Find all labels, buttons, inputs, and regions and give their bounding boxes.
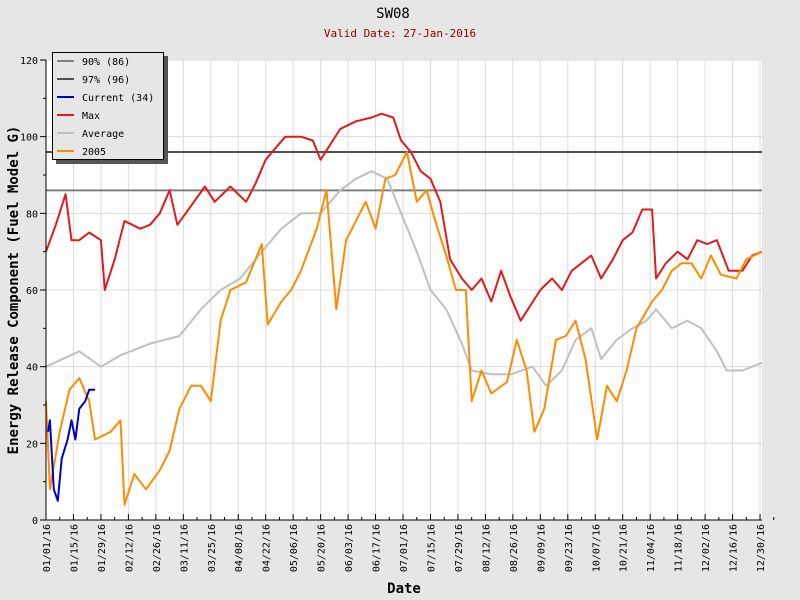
- x-tick-label: 09/23/16: [564, 524, 575, 572]
- y-tick-label: 120: [20, 56, 38, 67]
- y-tick-label: 40: [26, 363, 38, 374]
- x-tick-label: 08/26/16: [509, 524, 520, 572]
- y-tick-label: 20: [26, 439, 38, 450]
- axes: 0 20 40 60 80 100 120 01/01/16 01/15/16 01/29/16 0…: [20, 56, 775, 572]
- legend-label: Current (34): [82, 93, 154, 104]
- x-tick-label: 10/07/16: [591, 524, 602, 572]
- x-tick-label: 09/09/16: [536, 524, 547, 572]
- legend: 90% (86) 97% (96) Current (34) Max Average 20…: [52, 52, 168, 164]
- chart-subtitle: Valid Date: 27-Jan-2016: [324, 27, 476, 40]
- x-tick-label: 07/15/16: [426, 524, 437, 572]
- y-tick-label: 80: [26, 209, 38, 220]
- x-tick-label: 11/18/16: [674, 524, 685, 572]
- x-tick-label: 02/26/16: [152, 524, 163, 572]
- legend-label: 2005: [82, 147, 106, 158]
- series-lines: [45, 112, 763, 506]
- y-tick-label: 100: [20, 133, 38, 144]
- x-tick-label: 08/12/16: [481, 524, 492, 572]
- x-tick-label: 02/12/16: [124, 524, 135, 572]
- x-tick-label: 03/11/16: [179, 524, 190, 572]
- y-tick-label: 0: [32, 516, 38, 527]
- legend-label: Max: [82, 111, 100, 122]
- x-tick-label: 04/08/16: [234, 524, 245, 572]
- x-tick-label: 05/06/16: [289, 524, 300, 572]
- x-tick-label: 01/01/16: [42, 524, 53, 572]
- x-tick-label: 04/22/16: [262, 524, 273, 572]
- x-tick-label: 06/03/16: [344, 524, 355, 572]
- x-tick-label: 12/16/16: [729, 524, 740, 572]
- y-tick-label: 60: [26, 286, 38, 297]
- series-line-max: [45, 112, 763, 322]
- x-tick-label: 10/21/16: [619, 524, 630, 572]
- y-axis-label: Energy Release Component (Fuel Model G): [6, 126, 22, 455]
- x-tick-label: 01/15/16: [69, 524, 80, 572]
- legend-label: 97% (96): [82, 75, 130, 86]
- x-tick-label: 05/20/16: [317, 524, 328, 572]
- x-tick-label: 12/02/16: [701, 524, 712, 572]
- x-tick-label: 07/01/16: [399, 524, 410, 572]
- chart-title: SW08: [376, 6, 410, 22]
- legend-label: 90% (86): [82, 57, 130, 68]
- series-line-average: [45, 170, 763, 387]
- legend-label: Average: [82, 129, 124, 140]
- x-tick-label: 12/30/16: [756, 524, 767, 572]
- x-tick-label: 03/25/16: [207, 524, 218, 572]
- x-tick-label: 11/04/16: [646, 524, 657, 572]
- x-tick-label: 06/17/16: [372, 524, 383, 572]
- x-axis-label: Date: [387, 581, 421, 597]
- series-line-2005: [45, 151, 763, 506]
- legend-box: [52, 52, 164, 160]
- x-tick-label: 01/29/16: [97, 524, 108, 572]
- series-line-current-34: [47, 388, 95, 502]
- x-tick-label: 07/29/16: [454, 524, 465, 572]
